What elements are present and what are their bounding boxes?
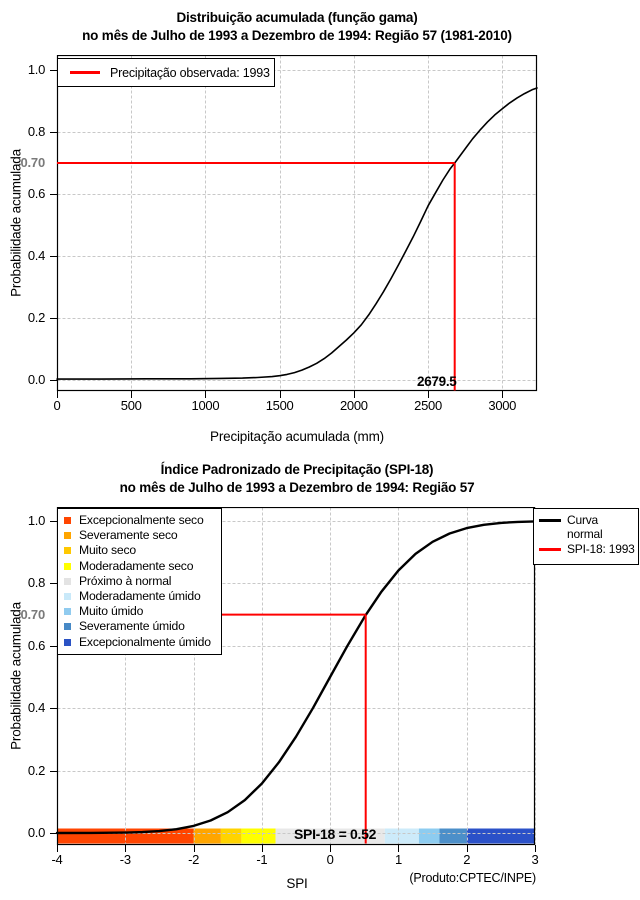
- y-tick-label: 0.8: [27, 124, 45, 139]
- category-color-swatch: [64, 592, 71, 600]
- y-tick-label: 0.6: [27, 186, 45, 201]
- spi-band-segment: [241, 828, 276, 844]
- x-tick-label: 1: [394, 852, 402, 867]
- x-tick-label: 1500: [265, 398, 294, 413]
- y-tick-label: 0.8: [27, 575, 45, 591]
- category-label: Moderadamente seco: [79, 558, 194, 573]
- category-label: Severamente seco: [79, 528, 178, 543]
- spi-band-segment: [418, 828, 440, 844]
- x-tick-label: 0: [53, 398, 61, 413]
- legend-item: Excepcionalmente seco: [64, 513, 219, 528]
- x-tick-label: -3: [119, 852, 131, 867]
- spi-categories-legend: Excepcionalmente seco Severamente seco Mui…: [57, 508, 222, 655]
- spi-cdf-plot: [50, 507, 537, 852]
- x-tick-label: 2000: [339, 398, 368, 413]
- product-credit: (Produto:CPTEC/INPE): [409, 871, 536, 885]
- spi-band-segment: [384, 828, 419, 844]
- category-label: Excepcionalmente seco: [79, 513, 204, 527]
- x-tick-label: 0: [326, 852, 334, 867]
- legend-item: Muito úmido: [64, 604, 219, 619]
- spi-value-annotation: SPI-18 = 0.52: [294, 826, 377, 842]
- category-color-swatch: [64, 623, 71, 631]
- x-tick-label: 3: [531, 852, 539, 867]
- y-tick-label: 0.0: [27, 372, 45, 387]
- y-tick-label: 0.2: [27, 762, 45, 778]
- chart-title: Índice Padronizado de Precipitação (SPI-…: [160, 462, 434, 477]
- spi-band-segment: [275, 828, 385, 844]
- gamma-cdf-plot: [50, 55, 538, 398]
- legend: Precipitação observada: 1993: [57, 58, 275, 87]
- x-tick-label: -1: [256, 852, 268, 867]
- category-label: Severamente úmido: [79, 619, 185, 634]
- spi-band-segment: [439, 828, 467, 844]
- legend-label: Curva normal: [567, 513, 603, 541]
- category-color-swatch: [64, 577, 71, 585]
- legend-item: Muito seco: [64, 543, 219, 558]
- category-label: Moderadamente úmido: [79, 588, 201, 603]
- y-tick-label: 1.0: [27, 513, 45, 528]
- category-label: Próximo à normal: [79, 573, 172, 588]
- category-color-swatch: [64, 547, 71, 555]
- cdf-curve: [56, 87, 538, 380]
- plot-frame: [56, 55, 538, 392]
- y-tick-label: 0.4: [27, 700, 45, 716]
- highlight-probability-label: 0.70: [20, 607, 45, 622]
- legend-item: Próximo à normal: [64, 574, 219, 589]
- legend-item: SPI-18: 1993: [539, 542, 636, 557]
- spi-band-segment: [220, 828, 242, 844]
- x-tick-label: 2500: [414, 398, 442, 413]
- chart-subtitle: no mês de Julho de 1993 a Dezembro de 19…: [82, 28, 512, 43]
- category-color-swatch: [64, 532, 71, 540]
- category-color-swatch: [64, 608, 71, 616]
- legend-item: Curva normal: [539, 513, 636, 541]
- legend-item: Severamente úmido: [64, 619, 219, 634]
- legend-label: Precipitação observada: 1993: [110, 65, 270, 80]
- x-tick-label: -2: [188, 852, 200, 867]
- chart-title: Distribuição acumulada (função gama): [176, 10, 418, 25]
- x-tick-label: -4: [51, 852, 63, 867]
- spi-band-segment: [466, 828, 535, 844]
- x-axis-label: Precipitação acumulada (mm): [210, 429, 384, 444]
- legend-item: Severamente seco: [64, 528, 219, 543]
- legend-label: SPI-18: 1993: [567, 542, 635, 556]
- y-tick-label: 0.6: [27, 637, 45, 653]
- category-label: Muito úmido: [79, 604, 144, 619]
- y-tick-label: 0.2: [27, 310, 45, 325]
- chart-subtitle: no mês de Julho de 1993 a Dezembro de 19…: [119, 480, 475, 495]
- x-tick-label: 500: [120, 398, 142, 413]
- x-tick-label: 2: [463, 852, 471, 867]
- x-axis-label: SPI: [286, 876, 308, 891]
- series-legend: Curva normal SPI-18: 1993: [533, 508, 639, 565]
- y-axis-label: Probabilidade acumulada: [8, 602, 24, 750]
- category-label: Muito seco: [79, 543, 136, 558]
- precipitation-value-annotation: 2679.5: [417, 374, 457, 389]
- red-line-sample: [70, 71, 100, 74]
- y-tick-label: 0.4: [27, 248, 45, 263]
- legend-item: Excepcionalmente úmido: [64, 635, 219, 650]
- cdf-curve: [55, 520, 537, 835]
- black-line-sample: [539, 519, 561, 522]
- x-tick-label: 3000: [488, 398, 517, 413]
- category-color-swatch: [64, 517, 71, 524]
- category-color-swatch: [64, 638, 71, 646]
- legend-item: Moderadamente úmido: [64, 589, 219, 604]
- y-tick-label: 1.0: [27, 62, 45, 77]
- spi-band-segment: [193, 828, 221, 844]
- red-line-sample: [539, 548, 561, 551]
- category-label: Excepcionalmente úmido: [79, 634, 211, 649]
- highlight-probability-label: 0.70: [20, 155, 45, 170]
- plot-frame: [56, 507, 536, 846]
- y-tick-label: 0.0: [27, 825, 45, 840]
- legend-item: Moderadamente seco: [64, 559, 219, 574]
- x-tick-label: 1000: [191, 398, 220, 413]
- category-color-swatch: [64, 562, 71, 570]
